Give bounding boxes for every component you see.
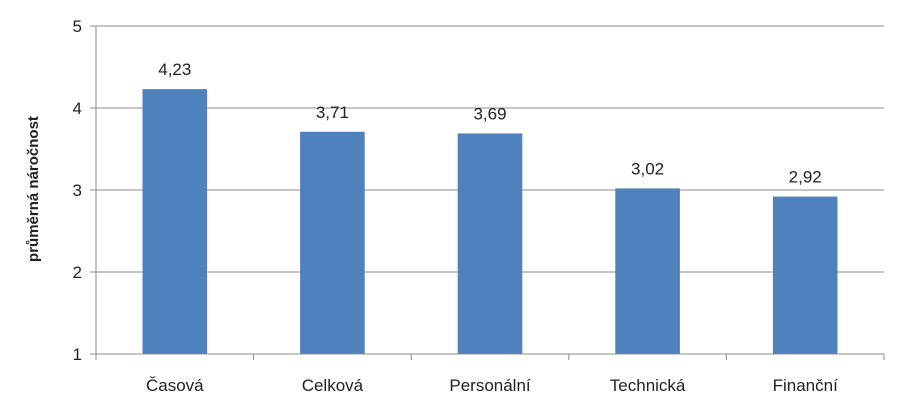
- data-label: 3,02: [631, 159, 664, 178]
- data-label: 3,69: [473, 104, 506, 123]
- bars: [142, 89, 838, 354]
- bar: [615, 188, 680, 354]
- bar: [457, 133, 523, 354]
- data-label: 4,23: [158, 60, 191, 79]
- category-label: Časová: [146, 376, 204, 395]
- y-tick-label: 1: [73, 345, 82, 364]
- bar: [142, 89, 208, 354]
- y-tick-label: 5: [73, 17, 82, 36]
- category-label: Celková: [302, 376, 364, 395]
- y-tick-label: 3: [73, 181, 82, 200]
- data-label: 2,92: [789, 168, 822, 187]
- bar: [772, 196, 838, 354]
- data-label: 3,71: [316, 103, 349, 122]
- y-axis-title: průměrná náročnost: [25, 116, 42, 262]
- axes: [90, 25, 885, 360]
- labels: 1 2 3 4 5 4,23 Časová 3,71 Celková 3,69 Personální…: [73, 17, 839, 395]
- y-tick-label: 2: [73, 263, 82, 282]
- y-tick-label: 4: [73, 99, 82, 118]
- category-label: Personální: [449, 376, 531, 395]
- bar: [300, 131, 365, 354]
- category-label: Technická: [610, 376, 686, 395]
- category-label: Finanční: [773, 376, 838, 395]
